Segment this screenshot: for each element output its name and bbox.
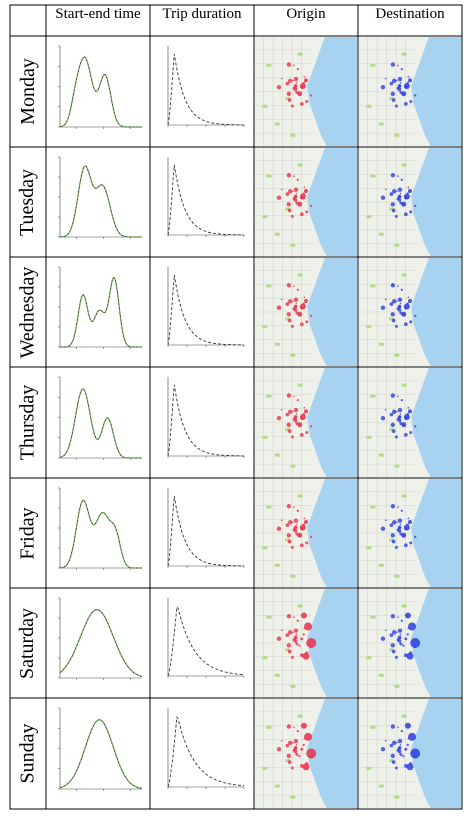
destination-map-monday — [359, 37, 461, 146]
table-borders — [9, 4, 463, 810]
row-label-saturday: Saturday — [16, 607, 39, 679]
origin-map-friday — [255, 479, 357, 587]
start-time-plot-thursday — [58, 376, 142, 460]
trip-duration-plot-monday — [167, 46, 245, 127]
trip-duration-plot-saturday — [167, 598, 245, 678]
destination-map-tuesday — [359, 148, 461, 256]
row-label-monday: Monday — [16, 58, 39, 125]
trip-duration-curve-thursday — [167, 384, 244, 457]
row-label-friday: Friday — [16, 506, 39, 560]
start-time-curve-monday — [59, 56, 142, 128]
destination-map-friday — [359, 479, 461, 587]
start-time-curve-thursday — [59, 388, 142, 459]
origin-map-wednesday — [255, 258, 357, 366]
header-start-end-time: Start-end time — [55, 6, 141, 22]
start-time-plot-tuesday — [58, 156, 142, 239]
trip-duration-curve-wednesday — [167, 274, 244, 346]
row-label-tuesday: Tuesday — [16, 168, 39, 236]
trip-duration-plot-thursday — [167, 377, 245, 458]
row-label-wednesday: Wednesday — [16, 266, 39, 358]
trip-duration-plot-sunday — [167, 708, 245, 789]
trip-duration-curve-sunday — [167, 715, 245, 788]
destination-map-thursday — [359, 368, 461, 477]
start-time-plot-wednesday — [58, 266, 142, 349]
destination-map-sunday — [359, 699, 461, 808]
origin-map-monday — [255, 37, 357, 146]
header-destination: Destination — [375, 6, 445, 22]
start-time-curve-saturday — [59, 608, 143, 677]
start-time-plot-saturday — [58, 597, 143, 680]
start-time-curve-friday — [59, 499, 142, 569]
origin-map-thursday — [255, 368, 357, 477]
origin-map-tuesday — [255, 148, 357, 256]
origin-map-sunday — [255, 699, 357, 808]
row-label-thursday: Thursday — [16, 384, 39, 461]
row-label-sunday: Sunday — [16, 723, 39, 784]
origin-map-saturday — [255, 589, 357, 697]
header-origin: Origin — [286, 6, 326, 22]
start-time-plot-sunday — [58, 707, 143, 791]
start-time-curve-wednesday — [60, 277, 142, 348]
trip-duration-curve-friday — [167, 495, 244, 567]
destination-map-saturday — [359, 589, 461, 697]
trip-duration-plot-tuesday — [167, 157, 245, 237]
trip-duration-curve-monday — [167, 53, 244, 126]
destination-map-wednesday — [359, 258, 461, 366]
start-time-curve-sunday — [59, 719, 143, 789]
start-time-curve-tuesday — [60, 165, 142, 238]
start-time-plot-monday — [58, 45, 142, 129]
header-trip-duration: Trip duration — [162, 6, 242, 22]
start-time-plot-friday — [58, 487, 142, 570]
trip-duration-plot-wednesday — [167, 267, 245, 347]
trip-duration-curve-saturday — [167, 605, 245, 677]
trip-duration-plot-friday — [167, 488, 245, 568]
trip-duration-curve-tuesday — [167, 164, 244, 236]
